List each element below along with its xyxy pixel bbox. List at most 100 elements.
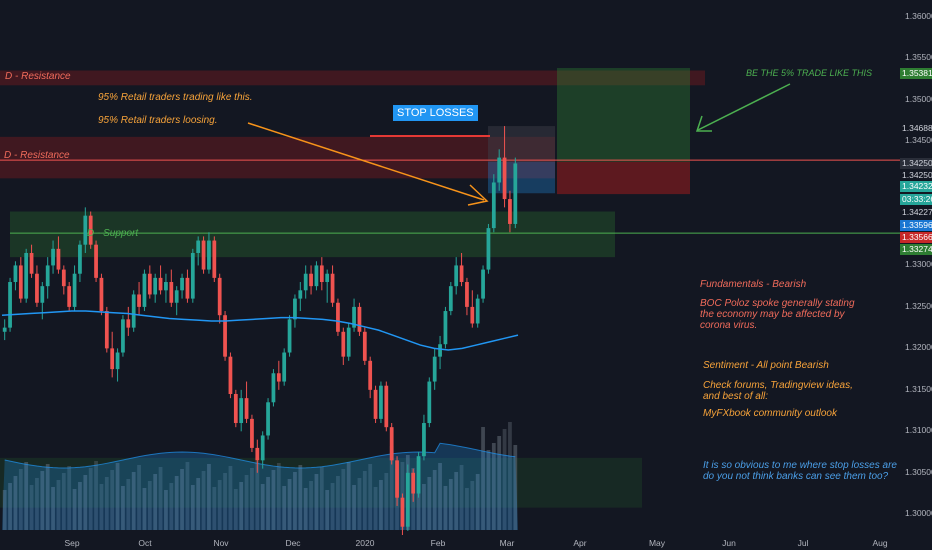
candle-body: [405, 472, 410, 527]
candle-body: [99, 277, 104, 312]
volume-bar: [72, 489, 77, 530]
volume-bar: [196, 478, 201, 530]
volume-bar: [255, 461, 260, 530]
retail-trading-note: 95% Retail traders trading like this.: [98, 92, 253, 103]
candle-body: [481, 269, 485, 299]
candle-body: [196, 240, 201, 253]
volume-bar: [314, 474, 319, 530]
volume-bar: [309, 481, 313, 530]
x-tick-label: Oct: [138, 538, 152, 548]
price-tag: 1.34232: [900, 181, 932, 192]
y-tick-label: 1.36000: [905, 10, 932, 21]
candle-body: [427, 381, 432, 424]
volume-bar: [491, 443, 496, 530]
candle-body: [389, 427, 394, 461]
price-tag: 1.33596: [900, 220, 932, 231]
candle-body: [287, 319, 292, 353]
candle-body: [212, 240, 217, 278]
volume-bar: [88, 468, 93, 530]
candle-body: [325, 273, 330, 283]
candle-body: [164, 282, 168, 291]
candle-body: [153, 277, 158, 295]
volume-bar: [212, 487, 217, 530]
candle-body: [276, 373, 281, 382]
volume-bar: [508, 422, 512, 530]
volume-bar: [174, 476, 179, 530]
candle-body: [314, 265, 319, 287]
candle-body: [94, 244, 98, 278]
candle-body: [362, 331, 367, 361]
support-label: D - Support: [87, 228, 139, 239]
volume-bar: [481, 427, 485, 530]
candle-body: [18, 265, 23, 299]
volume-bar: [368, 464, 373, 530]
volume-bar: [298, 465, 303, 530]
candle-body: [40, 286, 45, 303]
volume-bar: [110, 470, 115, 530]
y-tick-label: 1.35500: [905, 52, 932, 63]
candle-body: [470, 306, 475, 324]
x-tick-label: Apr: [573, 538, 587, 548]
volume-bar: [341, 469, 346, 530]
volume-bar: [207, 464, 211, 530]
volume-bar: [8, 483, 12, 530]
volume-bar: [271, 470, 276, 530]
price-tag: 1.33566: [900, 232, 932, 243]
candle-body: [373, 389, 378, 419]
volume-bar: [51, 487, 55, 530]
volume-bar: [325, 490, 330, 530]
price-tag: 1.34250: [900, 170, 932, 181]
volume-bar: [217, 480, 222, 530]
candle-body: [448, 286, 453, 312]
volume-bar: [454, 472, 459, 530]
volume-bar: [147, 481, 152, 530]
volume-bar: [319, 467, 324, 530]
volume-bar: [362, 471, 367, 530]
be-the-5-percent-note: BE THE 5% TRADE LIKE THIS: [746, 68, 873, 78]
candle-body: [174, 290, 179, 303]
retail-loosing-note: 95% Retail traders loosing.: [98, 115, 218, 126]
volume-bar: [142, 488, 147, 530]
candle-body: [497, 157, 502, 183]
candle-body: [282, 352, 287, 382]
volume-bar: [2, 490, 7, 530]
candle-body: [379, 385, 383, 419]
candle-body: [121, 319, 125, 353]
volume-bar: [228, 466, 233, 530]
fundamentals-body: BOC Poloz spoke generally stating the ec…: [700, 298, 855, 331]
candle-body: [293, 298, 297, 320]
price-tag: 1.34250: [900, 158, 932, 169]
price-tag: 1.35381: [900, 68, 932, 79]
volume-bar: [502, 429, 507, 530]
candle-body: [357, 306, 362, 332]
candle-body: [255, 447, 260, 461]
candle-body: [158, 277, 163, 291]
candle-body: [502, 157, 507, 200]
volume-bar: [29, 485, 34, 530]
price-tag: 1.33274: [900, 244, 932, 255]
candle-body: [266, 402, 270, 436]
volume-bar: [94, 461, 98, 530]
candle-body: [341, 331, 346, 357]
candle-body: [29, 252, 34, 274]
volume-bar: [35, 478, 39, 530]
x-tick-label: Aug: [872, 538, 888, 548]
candle-body: [67, 286, 72, 307]
candle-body: [169, 282, 174, 303]
price-tag: 03:33:26: [900, 194, 932, 205]
volume-bar: [330, 483, 335, 530]
candle-body: [486, 228, 491, 270]
volume-bar: [303, 488, 308, 530]
volume-bar: [137, 465, 141, 530]
candle-body: [201, 240, 206, 270]
stop-losses-label: STOP LOSSES: [393, 105, 478, 121]
y-tick-label: 1.33000: [905, 259, 932, 270]
volume-bar: [233, 489, 238, 530]
volume-bar: [384, 473, 389, 530]
candle-body: [309, 273, 313, 287]
volume-bar: [13, 476, 18, 530]
candle-body: [142, 273, 147, 307]
candle-body: [432, 356, 437, 382]
